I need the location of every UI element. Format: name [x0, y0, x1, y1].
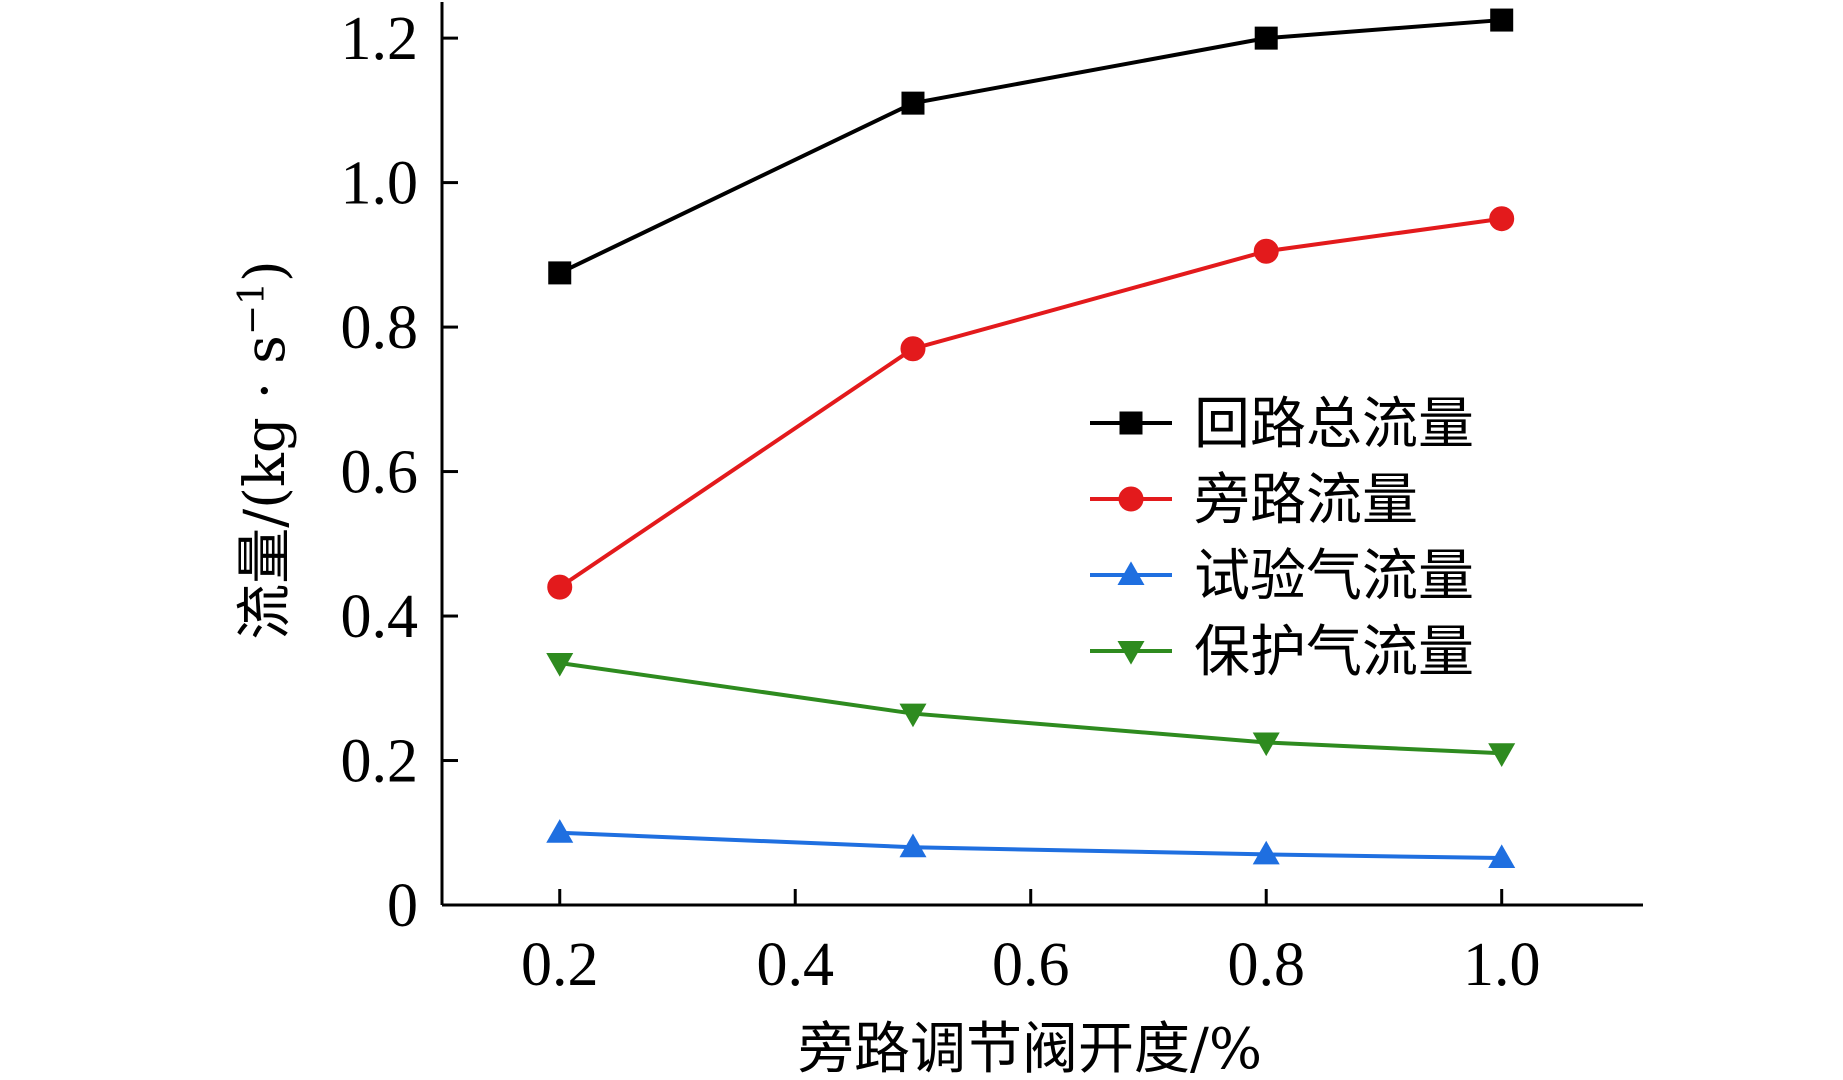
- legend-marker: [1117, 641, 1145, 665]
- series-2: [546, 819, 1516, 869]
- y-tick-label: 0.4: [341, 583, 419, 651]
- legend-marker: [1117, 561, 1145, 585]
- data-point: [1490, 8, 1514, 32]
- y-tick-label: 0.6: [341, 439, 419, 507]
- data-point: [1488, 844, 1516, 869]
- y-ticks: 0 0.2 0.4 0.6 0.8 1.0 1.2: [341, 5, 458, 940]
- y-axis-title-sup: −1: [232, 282, 273, 335]
- data-point: [1253, 238, 1279, 264]
- x-tick-label: 0.2: [521, 931, 599, 999]
- x-tick-label: 0.8: [1227, 931, 1305, 999]
- data-point: [899, 703, 927, 728]
- y-tick-label: 0: [387, 872, 418, 940]
- series-0: [548, 8, 1514, 285]
- data-point: [1489, 206, 1515, 232]
- legend-label: 试验气流量: [1194, 544, 1474, 609]
- y-tick-label: 1.2: [341, 5, 419, 73]
- legend-marker: [1119, 411, 1143, 435]
- y-tick-label: 0.2: [341, 728, 419, 796]
- data-point: [899, 833, 927, 858]
- legend-item: 保护气流量: [1090, 620, 1474, 685]
- series-line: [558, 18, 1502, 275]
- series-layer: [546, 8, 1516, 869]
- data-point: [546, 653, 574, 677]
- data-point: [1252, 840, 1280, 865]
- x-tick-label: 0.4: [756, 931, 834, 999]
- series-line: [559, 661, 1502, 756]
- x-axis-title: 旁路调节阀开度/%: [798, 1017, 1262, 1080]
- y-tick-label: 1.0: [341, 150, 419, 218]
- data-point: [900, 336, 926, 362]
- data-point: [901, 91, 925, 115]
- series-1: [547, 206, 1515, 600]
- data-point: [1488, 743, 1516, 767]
- x-ticks: 0.2 0.4 0.6 0.8 1.0: [521, 889, 1540, 999]
- legend-label: 旁路流量: [1194, 468, 1418, 533]
- series-line: [559, 830, 1502, 861]
- data-point: [1254, 26, 1278, 50]
- y-tick-label: 0.8: [341, 294, 419, 362]
- y-axis-title-main: 流量/(kg · s: [233, 335, 298, 640]
- axes: [440, 2, 1643, 907]
- legend-item: 试验气流量: [1090, 544, 1474, 609]
- legend-label: 保护气流量: [1194, 620, 1474, 685]
- y-axis-title: 流量/(kg · s−1): [232, 260, 299, 640]
- y-axis-title-close: ): [233, 260, 298, 282]
- legend-item: 旁路流量: [1090, 468, 1418, 533]
- legend-item: 回路总流量: [1090, 392, 1474, 457]
- legend-label: 回路总流量: [1194, 392, 1474, 457]
- series-line: [558, 216, 1502, 589]
- data-point: [548, 261, 572, 285]
- x-tick-label: 0.6: [992, 931, 1070, 999]
- legend-marker: [1118, 486, 1144, 512]
- data-point: [547, 574, 573, 600]
- data-point: [1252, 732, 1280, 757]
- data-point: [546, 819, 574, 843]
- series-3: [546, 653, 1516, 767]
- x-tick-label: 1.0: [1463, 931, 1541, 999]
